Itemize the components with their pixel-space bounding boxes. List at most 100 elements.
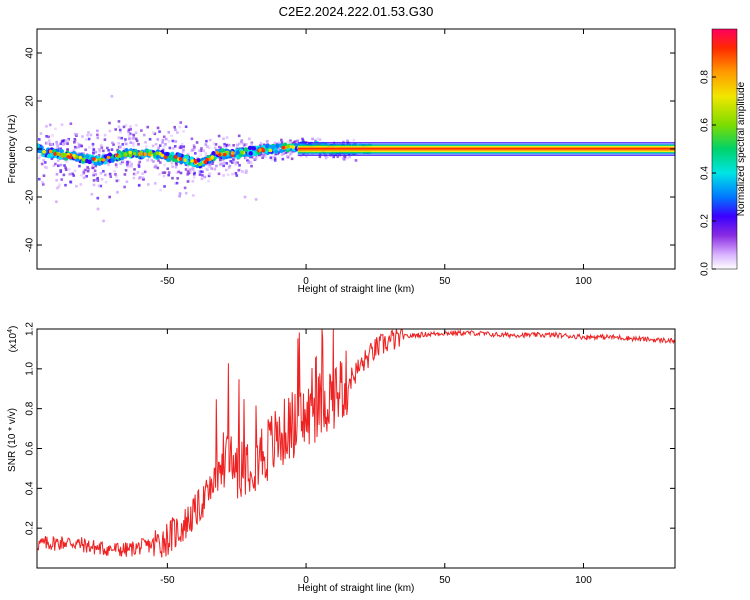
spectral-cell [152,160,155,163]
spectral-cell [150,158,154,162]
spectral-cell [273,141,277,145]
spectral-cell [199,170,203,173]
spectral-cell [273,155,276,159]
spectral-cell [37,156,41,160]
spectral-cell [208,163,212,167]
spectral-cell [210,167,213,170]
spectral-cell [59,169,63,172]
spectral-cell [354,159,358,162]
spectral-cell [137,177,141,180]
spectral-cell [154,142,158,146]
spectral-cell [174,165,178,169]
spectral-cell [117,120,121,123]
spectral-cell [50,142,54,146]
spectral-cell [258,153,261,157]
spectral-cell [126,161,130,165]
spectral-cell [55,140,59,144]
y-tick-label: 0.2 [25,521,36,535]
spectrogram-marks [37,94,675,223]
spectral-cell [164,142,167,146]
spectral-hot-cell [101,158,106,162]
spectral-cell [112,143,115,146]
spectral-band [297,147,675,149]
spectral-hot-cell [215,150,219,155]
spectral-cell [39,132,43,135]
spectral-cell [204,151,207,155]
spectral-cell [123,173,127,176]
spectral-cell [260,152,264,156]
spectral-band [297,144,675,146]
spectral-core-cell [49,152,54,158]
spectral-cell [62,143,65,146]
spectral-cell [64,166,67,170]
spectral-cell [62,173,66,177]
spectral-cell [151,131,155,134]
spectral-cell [245,158,249,162]
spectral-cell [43,161,47,164]
spectral-cell [126,165,130,169]
spectral-cell [193,152,197,155]
spectral-cell [296,139,299,143]
spectral-cell [66,139,69,142]
spectral-cell [86,169,90,173]
spectral-cell [284,151,288,155]
spectral-cell [92,151,95,155]
y-tick-label: 1.2 [25,322,36,336]
spectrogram-panel: -50 0 50 100 -40 -20 0 20 40 Height of straight… [7,28,676,295]
spectral-cell [191,194,195,197]
spectral-cell [108,121,111,125]
spectral-hot-cell [143,152,148,157]
spectral-cell [235,143,239,147]
spectral-core-cell [220,148,225,153]
spectral-cell [316,137,320,140]
spectral-cell [122,125,126,129]
spectral-cell [223,142,226,146]
spectral-cell [117,141,121,145]
snr-scale-label: (x104) [7,326,19,353]
spectral-band [297,146,675,148]
spectral-cell [147,183,150,186]
spectral-hot-cell [183,158,187,162]
spectral-hot-cell [149,151,153,155]
spectral-cell [280,141,284,144]
spectral-cell [318,155,322,159]
spectral-cell [205,139,208,143]
spectral-cell [84,168,87,172]
spectral-cell [234,171,238,175]
spectral-cell [262,153,266,156]
spectral-cell [71,172,75,176]
spectral-cell [59,163,63,167]
spectral-cell [176,177,179,180]
spectral-cell [243,143,247,146]
spectral-hot-cell [258,148,262,152]
spectral-cell [177,170,180,174]
spectral-cell [199,153,202,157]
spectral-cell [222,174,225,177]
y-tick-label: 20 [25,95,36,107]
spectral-cell [281,157,285,161]
y-tick-label: -40 [25,237,36,252]
spectral-cell [103,173,107,177]
spectral-cell [163,163,167,167]
spectral-cell [226,173,230,177]
spectral-outlier [115,190,119,194]
spectral-cell [290,157,294,161]
spectral-cell [237,134,241,138]
spectral-cell [217,145,221,149]
spectral-band [297,142,675,144]
spectral-cell [162,145,166,148]
spectral-hot-cell [98,157,102,162]
spectral-cell [113,169,116,173]
colorbar: 0.0 0.2 0.4 0.6 0.8 Normalized spectral ampl… [700,28,747,276]
spectral-cell [250,155,254,159]
spectral-cell [99,171,103,175]
spectral-cell [222,164,225,168]
spectral-hot-cell [117,154,122,158]
spectral-cell [207,174,211,178]
spectrogram-x-ticks: -50 0 50 100 [160,29,592,287]
spectral-hot-cell [53,152,57,156]
spectral-cell [232,158,235,161]
spectral-hot-cell [92,157,96,161]
spectral-cell [184,191,188,195]
spectral-cell [166,167,170,171]
